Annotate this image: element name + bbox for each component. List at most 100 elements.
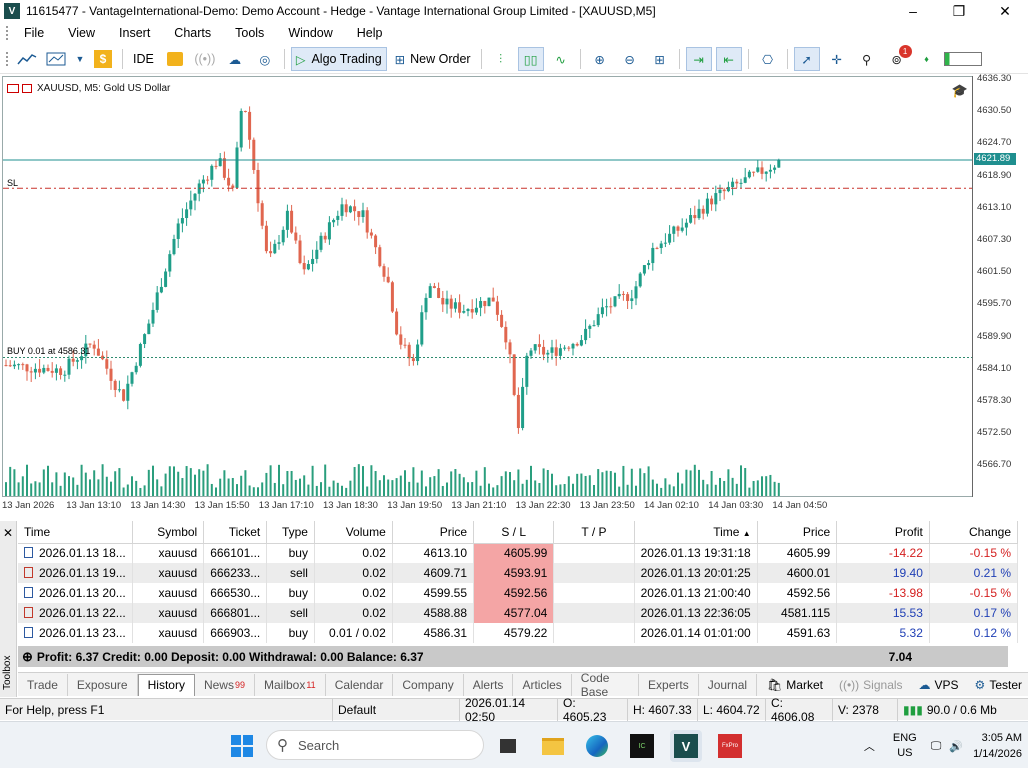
globe-icon[interactable]: ◎ bbox=[259, 52, 271, 67]
close-button[interactable]: ✕ bbox=[999, 2, 1011, 19]
table-header: Time Symbol Ticket Type Volume Price S /… bbox=[18, 521, 1019, 544]
level-icon[interactable]: ♦ bbox=[924, 54, 929, 64]
icmarkets-icon[interactable]: IC bbox=[626, 730, 658, 762]
volume-icon[interactable]: 🔊 bbox=[949, 740, 964, 753]
tab-alerts[interactable]: Alerts bbox=[464, 673, 514, 696]
menu-help[interactable]: Help bbox=[356, 26, 383, 40]
col-time[interactable]: Time bbox=[18, 521, 133, 544]
minimize-button[interactable]: – bbox=[909, 3, 917, 19]
autoscroll-icon[interactable]: ⇥ bbox=[685, 47, 712, 71]
screenshot-icon[interactable]: ⎔ bbox=[762, 52, 774, 67]
tab-company[interactable]: Company bbox=[393, 673, 464, 696]
col-profit[interactable]: Profit bbox=[836, 521, 930, 544]
tab-journal[interactable]: Journal bbox=[699, 673, 758, 696]
candlestick-icon[interactable]: ▯▯ bbox=[517, 47, 544, 71]
col-close-price[interactable]: Price bbox=[757, 521, 838, 544]
cursor-icon[interactable]: ➚ bbox=[793, 47, 820, 71]
vps-button[interactable]: ☁ VPS bbox=[918, 677, 959, 692]
taskbar-search[interactable]: ⚲ Search bbox=[266, 730, 484, 760]
tab-exposure[interactable]: Exposure bbox=[68, 673, 138, 696]
table-row[interactable]: 2026.01.13 19... xauusd 666233... sell 0.02 4… bbox=[18, 563, 1019, 583]
notifications-icon[interactable]: ⊚ 1 bbox=[884, 45, 912, 71]
close-icon[interactable]: ✕ bbox=[3, 526, 14, 540]
tab-code-base[interactable]: Code Base bbox=[572, 671, 640, 699]
vantage-app-icon[interactable]: V bbox=[670, 730, 702, 762]
dropdown-icon[interactable]: ▼ bbox=[75, 54, 85, 64]
network-icon[interactable]: 🖵 bbox=[930, 739, 942, 752]
volume-bar bbox=[517, 469, 520, 496]
tab-calendar[interactable]: Calendar bbox=[326, 673, 394, 696]
edge-icon[interactable] bbox=[581, 730, 613, 762]
candle-body bbox=[227, 177, 231, 186]
clock[interactable]: 3:05 AM 1/14/2026 bbox=[973, 732, 1022, 760]
menu-window[interactable]: Window bbox=[288, 26, 333, 40]
col-ticket[interactable]: Ticket bbox=[203, 521, 268, 544]
chart-type-icon[interactable] bbox=[14, 47, 40, 71]
price-chart[interactable]: XAUUSD, M5: Gold US Dollar SL BUY 0.01 a… bbox=[2, 73, 1018, 497]
volume-bar bbox=[530, 465, 532, 496]
cloud-icon[interactable]: ☁ bbox=[228, 52, 242, 67]
zoom-in-icon[interactable]: ⊕ bbox=[594, 52, 605, 67]
tab-experts[interactable]: Experts bbox=[639, 673, 699, 696]
fxpro-icon[interactable]: FxPro bbox=[714, 730, 746, 762]
tab-news[interactable]: News 99 bbox=[195, 673, 255, 696]
menu-tools[interactable]: Tools bbox=[235, 26, 265, 40]
signals-button[interactable]: ((•)) Signals bbox=[838, 677, 903, 692]
academy-icon[interactable]: 🎓 bbox=[951, 83, 968, 98]
col-type[interactable]: Type bbox=[266, 521, 315, 544]
chevron-up-icon[interactable]: ︿ bbox=[863, 741, 875, 753]
zoom-out-icon[interactable]: ⊖ bbox=[624, 52, 635, 67]
chart-shift-icon[interactable]: ⇤ bbox=[715, 47, 742, 71]
maximize-button[interactable]: ❐ bbox=[952, 2, 966, 19]
menu-insert[interactable]: Insert bbox=[119, 26, 151, 40]
chart-menu-icon[interactable] bbox=[7, 84, 19, 93]
algo-trading-button[interactable]: ▷ Algo Trading bbox=[290, 47, 387, 71]
signal-icon[interactable]: ((•)) bbox=[194, 52, 216, 66]
tab-mailbox[interactable]: Mailbox 11 bbox=[255, 673, 326, 696]
col-symbol[interactable]: Symbol bbox=[132, 521, 205, 544]
menu-file[interactable]: File bbox=[24, 26, 45, 40]
dollar-icon[interactable]: $ bbox=[90, 47, 116, 71]
menu-charts[interactable]: Charts bbox=[174, 26, 212, 40]
menu-view[interactable]: View bbox=[68, 26, 96, 40]
col-sl[interactable]: S / L bbox=[473, 521, 555, 544]
templates-icon[interactable] bbox=[44, 47, 70, 71]
start-icon[interactable] bbox=[226, 730, 258, 762]
tester-button[interactable]: ⚙ Tester bbox=[974, 677, 1022, 692]
table-row[interactable]: 2026.01.13 20... xauusd 666530... buy 0.02 45… bbox=[18, 583, 1019, 603]
trade-panel-icon[interactable] bbox=[22, 84, 32, 93]
col-volume[interactable]: Volume bbox=[314, 521, 393, 544]
toolbox-sidebar[interactable] bbox=[0, 521, 17, 697]
task-view-icon[interactable] bbox=[492, 730, 524, 762]
line-chart-icon[interactable]: ∿ bbox=[555, 52, 566, 67]
language-indicator[interactable]: ENG US bbox=[892, 732, 917, 759]
table-row[interactable]: 2026.01.13 18... xauusd 666101... buy 0.02 46… bbox=[18, 543, 1019, 563]
new-order-button[interactable]: ⊞ New Order bbox=[394, 52, 471, 67]
table-row[interactable]: 2026.01.13 23... xauusd 666903... buy 0.01 /… bbox=[18, 623, 1019, 643]
volume-bar bbox=[777, 482, 780, 496]
tile-icon[interactable]: ⊞ bbox=[654, 52, 665, 67]
bar-chart-icon[interactable]: ⫶ bbox=[499, 51, 503, 66]
volume-bar bbox=[462, 477, 465, 496]
tab-history[interactable]: History bbox=[137, 673, 195, 696]
candle-body bbox=[8, 365, 12, 367]
col-change[interactable]: Change bbox=[929, 521, 1019, 544]
col-price[interactable]: Price bbox=[392, 521, 475, 544]
volume-bar bbox=[702, 479, 705, 496]
col-close-time[interactable]: Time ▲ bbox=[634, 521, 758, 544]
col-tp[interactable]: T / P bbox=[553, 521, 635, 544]
table-row[interactable]: 2026.01.13 22... xauusd 666801... sell 0.02 4… bbox=[18, 603, 1019, 623]
summary-toggle-icon[interactable]: ⊕ bbox=[22, 648, 33, 664]
status-profile[interactable]: Default bbox=[333, 698, 460, 721]
search-icon[interactable]: ⚲ bbox=[862, 52, 872, 67]
status-traffic[interactable]: ▮▮▮ 90.0 / 0.6 Mb bbox=[903, 702, 997, 717]
tab-articles[interactable]: Articles bbox=[513, 673, 572, 696]
market-button[interactable]: 🛍 Market bbox=[767, 677, 823, 692]
crosshair-icon[interactable]: ✛ bbox=[831, 52, 842, 67]
volume-bar bbox=[492, 487, 495, 496]
file-explorer-icon[interactable] bbox=[537, 730, 569, 762]
briefcase-icon[interactable] bbox=[162, 47, 188, 71]
ide-button[interactable]: IDE bbox=[133, 52, 154, 66]
chart-plot-area[interactable]: XAUUSD, M5: Gold US Dollar SL BUY 0.01 a… bbox=[2, 76, 973, 497]
tab-trade[interactable]: Trade bbox=[18, 673, 68, 696]
